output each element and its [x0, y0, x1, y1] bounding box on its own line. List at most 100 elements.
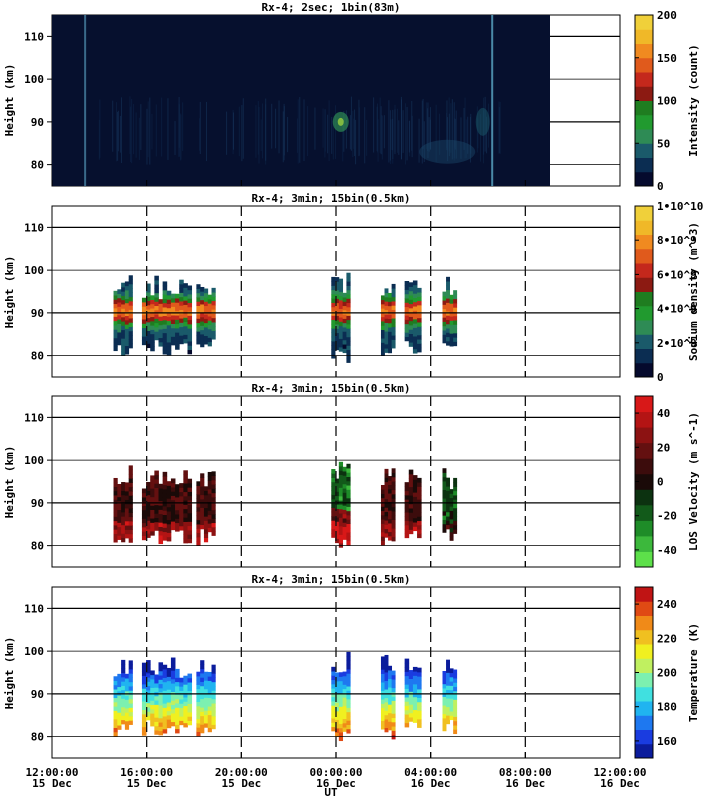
- data-cell: [196, 481, 201, 486]
- data-cell: [203, 305, 209, 311]
- data-cell: [388, 674, 393, 680]
- data-cell: [170, 670, 176, 676]
- data-cell: [154, 509, 159, 514]
- data-cell: [391, 519, 396, 525]
- data-cell: [412, 344, 418, 350]
- data-cell: [162, 298, 168, 304]
- data-cell: [442, 688, 447, 693]
- data-cell: [331, 675, 336, 681]
- data-cell: [146, 287, 151, 293]
- data-cell: [183, 470, 188, 475]
- colorbar-tick-label: 0: [657, 180, 664, 193]
- data-cell: [170, 340, 176, 346]
- data-cell: [146, 681, 151, 687]
- data-cell: [141, 696, 147, 702]
- data-cell: [203, 693, 209, 698]
- ytick-label: 110: [24, 602, 44, 615]
- data-cell: [380, 493, 385, 499]
- data-cell: [388, 335, 393, 341]
- data-cell: [146, 334, 151, 340]
- data-cell: [179, 690, 184, 696]
- data-cell: [141, 705, 147, 711]
- data-cell: [141, 336, 147, 341]
- data-cell: [175, 681, 180, 687]
- data-cell: [442, 523, 447, 529]
- data-cell: [162, 493, 168, 498]
- data-cell: [146, 322, 151, 327]
- data-cell: [404, 319, 410, 325]
- data-cell: [404, 499, 410, 504]
- data-cell: [412, 293, 418, 298]
- data-cell: [124, 533, 130, 539]
- data-cell: [128, 681, 133, 687]
- data-cell: [162, 315, 168, 321]
- data-cell: [335, 315, 340, 321]
- data-cell: [338, 530, 344, 535]
- data-cell: [446, 336, 450, 342]
- data-cell: [187, 315, 193, 321]
- data-cell: [183, 317, 188, 323]
- data-cell: [388, 339, 393, 345]
- data-cell: [200, 498, 205, 504]
- data-cell: [335, 328, 340, 334]
- data-cell: [117, 682, 122, 688]
- data-cell: [207, 311, 212, 317]
- data-cell: [203, 499, 209, 504]
- data-cell: [453, 695, 458, 700]
- data-cell: [449, 711, 454, 716]
- data-cell: [128, 275, 133, 280]
- data-cell: [170, 332, 176, 337]
- data-cell: [346, 728, 351, 734]
- data-cell: [166, 342, 172, 347]
- data-cell: [121, 321, 126, 326]
- data-cell: [417, 317, 422, 323]
- data-cell: [170, 478, 176, 484]
- data-cell: [183, 525, 188, 531]
- data-cell: [391, 511, 396, 516]
- data-cell: [331, 507, 336, 513]
- height-gridlines-intensity: [550, 35, 620, 165]
- data-cell: [158, 329, 164, 334]
- data-cell: [331, 679, 336, 685]
- data-cell: [203, 322, 209, 328]
- data-cell: [342, 513, 347, 519]
- data-cell: [128, 482, 133, 488]
- data-cell: [331, 336, 336, 342]
- data-cell: [338, 513, 344, 518]
- data-cell: [187, 311, 193, 316]
- data-cell: [412, 692, 418, 698]
- data-cell: [342, 535, 347, 540]
- colorbar-swatch: [635, 100, 653, 116]
- data-cell: [141, 331, 147, 337]
- data-cell: [453, 294, 458, 300]
- data-cell: [179, 513, 184, 518]
- data-cell: [117, 323, 122, 329]
- data-cell: [335, 491, 340, 497]
- data-cell: [338, 483, 344, 488]
- data-cell: [183, 538, 188, 544]
- data-cell: [113, 533, 118, 539]
- data-cell: [166, 719, 172, 724]
- data-cell: [384, 343, 389, 349]
- data-cell: [141, 684, 147, 689]
- height-gridlines-velocity: [52, 396, 620, 567]
- data-cell: [449, 497, 454, 503]
- data-cell: [384, 667, 389, 673]
- data-cell: [342, 297, 347, 302]
- data-cell: [128, 690, 133, 696]
- data-cell: [388, 327, 393, 332]
- data-cell: [442, 510, 447, 516]
- data-cell: [170, 327, 176, 333]
- data-cell: [166, 680, 172, 686]
- data-cell: [128, 529, 133, 535]
- data-cell: [384, 477, 389, 483]
- data-cell: [113, 333, 118, 339]
- data-cell: [203, 705, 209, 711]
- data-cell: [196, 309, 201, 315]
- data-cell: [170, 495, 176, 501]
- data-cell: [342, 492, 347, 498]
- data-cell: [453, 499, 458, 504]
- colorbar-swatch: [635, 234, 653, 250]
- data-cell: [335, 277, 340, 282]
- data-cell: [113, 689, 118, 694]
